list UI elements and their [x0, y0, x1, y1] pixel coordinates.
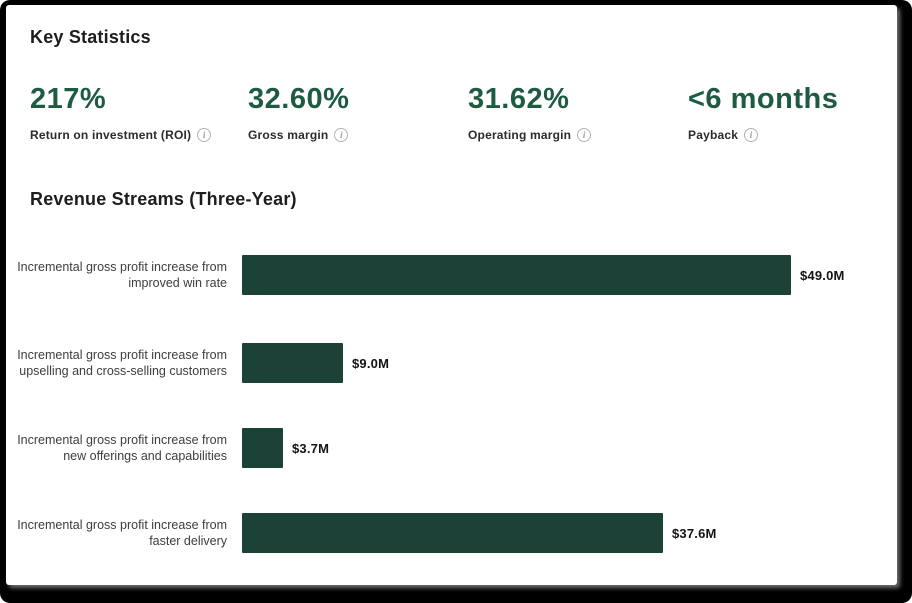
- chart-row: Incremental gross profit increase from i…: [6, 255, 897, 295]
- stat-gross-margin: 32.60% Gross margin i: [248, 85, 463, 142]
- bar-value-label: $37.6M: [672, 525, 717, 541]
- stat-operating-margin-value: 31.62%: [468, 83, 570, 115]
- stat-payback-value: <6 months: [688, 83, 839, 115]
- stat-gross-margin-label: Gross margin i: [248, 128, 463, 142]
- stat-payback-label: Payback i: [688, 128, 903, 142]
- bar-value-label: $49.0M: [800, 267, 845, 283]
- bar-faster-delivery: [242, 513, 663, 553]
- bar-value-label: $3.7M: [292, 440, 330, 456]
- stat-payback: <6 months Payback i: [688, 85, 903, 142]
- key-statistics-heading: Key Statistics: [30, 27, 151, 47]
- bar-category-label: Incremental gross profit increase from f…: [17, 517, 227, 548]
- stat-operating-margin-label-text: Operating margin: [468, 128, 572, 142]
- stat-gross-margin-label-text: Gross margin: [248, 128, 329, 142]
- stat-gross-margin-value: 32.60%: [248, 83, 350, 115]
- bar-category-label: Incremental gross profit increase from i…: [17, 259, 227, 290]
- bar-category-label: Incremental gross profit increase from n…: [17, 432, 227, 463]
- stat-roi-label: Return on investment (ROI) i: [30, 128, 245, 142]
- revenue-streams-heading: Revenue Streams (Three-Year): [30, 189, 297, 209]
- bar-upselling: [242, 343, 343, 383]
- stat-roi-label-text: Return on investment (ROI): [30, 128, 192, 142]
- stat-operating-margin: 31.62% Operating margin i: [468, 85, 683, 142]
- bar-category-label: Incremental gross profit increase from u…: [17, 347, 227, 378]
- stat-payback-label-text: Payback: [688, 128, 739, 142]
- stat-roi-value: 217%: [30, 83, 107, 115]
- bar-value-label: $9.0M: [352, 355, 390, 371]
- chart-row: Incremental gross profit increase from f…: [6, 513, 897, 553]
- info-icon[interactable]: i: [744, 128, 759, 142]
- stat-operating-margin-label: Operating margin i: [468, 128, 683, 142]
- stat-roi: 217% Return on investment (ROI) i: [30, 85, 245, 142]
- report-panel: Key Statistics 217% Return on investment…: [6, 5, 897, 585]
- info-icon[interactable]: i: [197, 128, 212, 142]
- info-icon[interactable]: i: [334, 128, 349, 142]
- bar-win-rate: [242, 255, 791, 295]
- chart-row: Incremental gross profit increase from n…: [6, 428, 897, 468]
- bar-new-offerings: [242, 428, 283, 468]
- chart-row: Incremental gross profit increase from u…: [6, 343, 897, 383]
- info-icon[interactable]: i: [577, 128, 592, 142]
